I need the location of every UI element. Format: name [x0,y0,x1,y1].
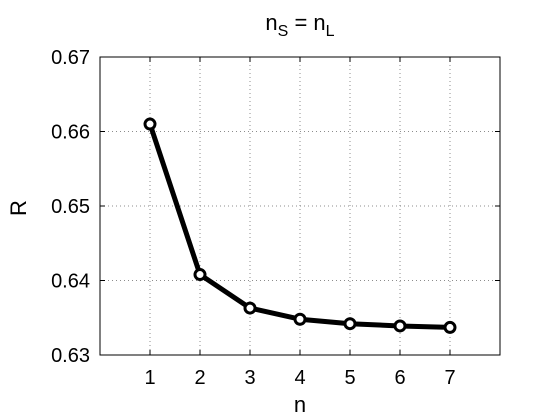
y-tick-label-3: 0.65 [51,196,90,218]
x-tick-label-3: 3 [244,367,255,389]
data-point-7 [443,320,457,334]
title-part-n: n [265,10,277,35]
data-point-6 [393,319,407,333]
data-point-1 [143,117,157,131]
y-axis-tick-labels: 0.63 0.64 0.65 0.66 0.67 [51,47,90,367]
data-point-4 [293,312,307,326]
x-tick-label-2: 2 [194,367,205,389]
chart-title: nS = nL [265,10,334,40]
y-axis-label: R [6,200,31,216]
title-part-subscript-l: L [326,23,335,40]
y-tick-label-5: 0.67 [51,47,90,69]
title-part-subscript-s: S [278,23,289,40]
x-axis-label: n [294,392,306,417]
y-tick-label-1: 0.63 [51,345,90,367]
x-tick-label-4: 4 [294,367,305,389]
title-part-equals-n: = n [288,10,325,35]
x-axis-tick-labels: 1 2 3 4 5 6 7 [144,367,455,389]
y-tick-label-4: 0.66 [51,122,90,144]
x-tick-label-6: 6 [394,367,405,389]
data-point-2 [193,268,207,282]
axis-ticks [100,56,500,356]
x-tick-label-7: 7 [444,367,455,389]
y-tick-label-2: 0.64 [51,271,90,293]
series [143,117,457,334]
data-point-3 [243,301,257,315]
x-tick-label-1: 1 [144,367,155,389]
x-tick-label-5: 5 [344,367,355,389]
data-point-5 [343,317,357,331]
